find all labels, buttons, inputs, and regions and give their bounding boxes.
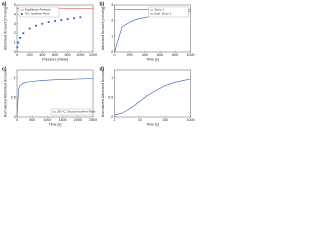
x-axis-label: Pressure [mbar] [42,57,68,61]
data-point [73,17,75,20]
y-tick-label: 5 [14,3,16,7]
data-point [60,19,63,21]
data-point [41,22,44,25]
x-tick-label: 1000 [76,53,84,57]
legend-box [18,6,60,18]
y-tick-label: 2 [111,19,113,23]
data-line [16,78,94,118]
x-tick-label: 0 [114,53,116,57]
panel-label: c) [2,66,7,72]
panel-label: a) [2,1,7,7]
plot-frame [114,4,191,53]
y-tick-label: 0.5 [108,95,113,99]
x-axis-label: Time [s] [49,122,62,126]
x-tick-label: 1000 [187,53,195,57]
y-axis-label: Adsorbed Amount [mmol/g] [3,7,7,50]
data-point [66,18,69,20]
y-tick-label: 0 [14,50,16,54]
panel-label: b) [100,1,105,7]
y-tick-label: 0 [111,115,113,119]
y-tick-label: 1 [111,34,113,38]
x-tick-label: 800 [65,53,71,57]
legend-box [50,108,92,116]
y-tick-label: 1 [14,41,16,45]
x-tick-label: 800 [172,53,178,57]
data-point [47,21,50,23]
data-line [114,78,191,116]
x-tick-label: 400 [39,53,45,57]
x-tick-label: 1000 [43,118,51,122]
data-point [28,27,31,30]
legend-label: Equilibrium Pressure [25,8,51,12]
legend-label: Eval. Set to 1 [155,12,172,16]
data-point [16,46,19,49]
x-tick-label: 0 [16,53,18,57]
legend-swatch [21,13,23,15]
data-point [35,24,37,27]
y-axis-label: Normalized Adsorbed Amount [101,70,105,118]
x-tick-label: 600 [157,53,163,57]
y-tick-label: 0 [14,115,16,119]
y-tick-label: 3 [111,3,113,7]
x-tick-label: 2500 [89,118,97,122]
legend-label: 200 °C, Second Isotherm Point [57,110,96,114]
x-tick-label: 1500 [59,118,67,122]
x-tick-label: 1200 [89,53,97,57]
data-point [22,32,25,35]
x-tick-label: 100 [162,118,168,122]
data-point [19,37,22,39]
panel-label: d) [100,66,105,72]
y-tick-label: 3 [14,22,16,26]
y-tick-label: 0.5 [11,95,16,99]
x-tick-label: 400 [142,53,148,57]
data-line [114,10,191,53]
legend-box [148,6,189,18]
data-point [54,20,56,22]
y-tick-label: 2 [14,31,16,35]
x-tick-label: 200 [127,53,133,57]
plot-frame [16,69,94,118]
data-point [17,41,20,44]
x-tick-label: 0 [16,118,18,122]
y-axis-label: Normalized Adsorbed Amount [3,70,7,118]
x-tick-label: 1 [114,118,116,122]
y-tick-label: 1 [14,76,16,80]
legend-label: 0°C, Isotherm Point [25,12,50,16]
plot-frame [16,4,94,53]
y-tick-label: 1 [111,76,113,80]
x-tick-label: 600 [52,53,58,57]
data-point [79,16,82,19]
x-tick-label: 10 [138,118,142,122]
x-tick-label: 2000 [74,118,82,122]
y-tick-label: 4 [14,12,16,16]
x-axis-label: Time [s] [146,57,159,61]
x-tick-label: 200 [27,53,33,57]
y-tick-label: 0 [111,50,113,54]
legend-label: Set to 1 [155,8,165,12]
x-tick-label: 1000 [187,118,195,122]
x-tick-label: 500 [29,118,35,122]
x-axis-label: Time [s] [146,122,159,126]
y-axis-label: Adsorbed Amount [mmol/g] [101,7,105,50]
plot-frame [114,69,191,118]
